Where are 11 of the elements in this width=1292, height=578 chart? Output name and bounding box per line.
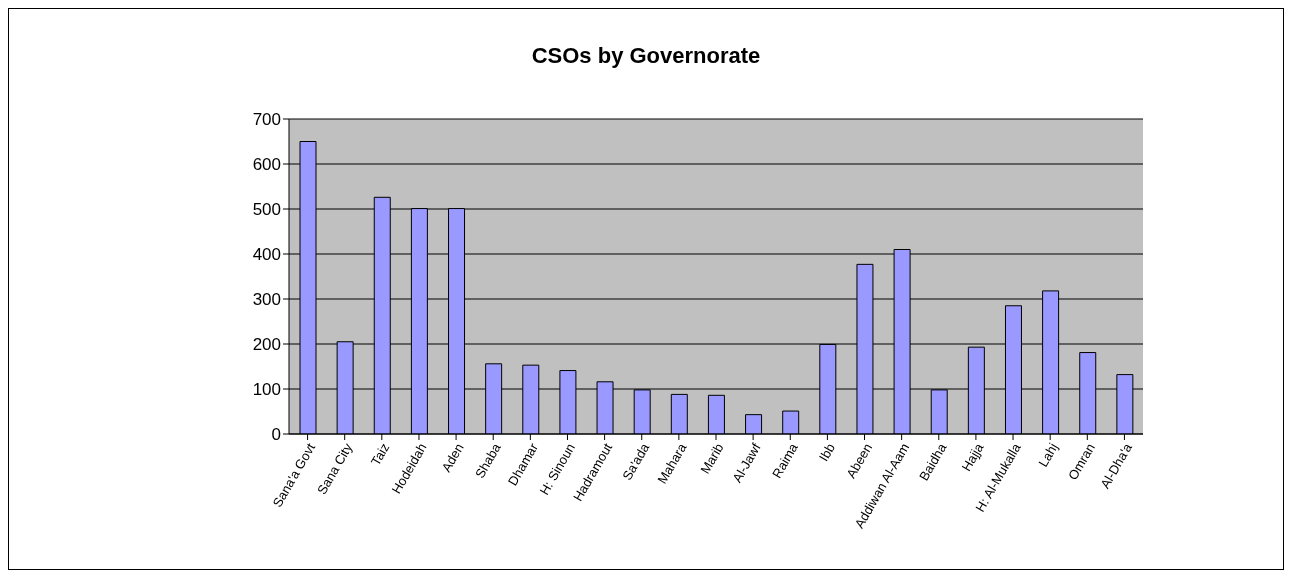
y-tick-label: 600: [252, 155, 281, 175]
y-tick-label: 400: [252, 245, 281, 265]
y-tick-label: 0: [271, 425, 281, 445]
y-tick-label: 200: [252, 335, 281, 355]
x-tick-label: Taiz: [367, 440, 393, 469]
y-tick-label: 700: [252, 110, 281, 130]
y-tick-label: 100: [252, 380, 281, 400]
chart-title: CSOs by Governorate: [530, 43, 762, 69]
x-tick-label: Ibb: [815, 440, 838, 464]
y-tick-label: 300: [252, 290, 281, 310]
y-tick-label: 500: [252, 200, 281, 220]
